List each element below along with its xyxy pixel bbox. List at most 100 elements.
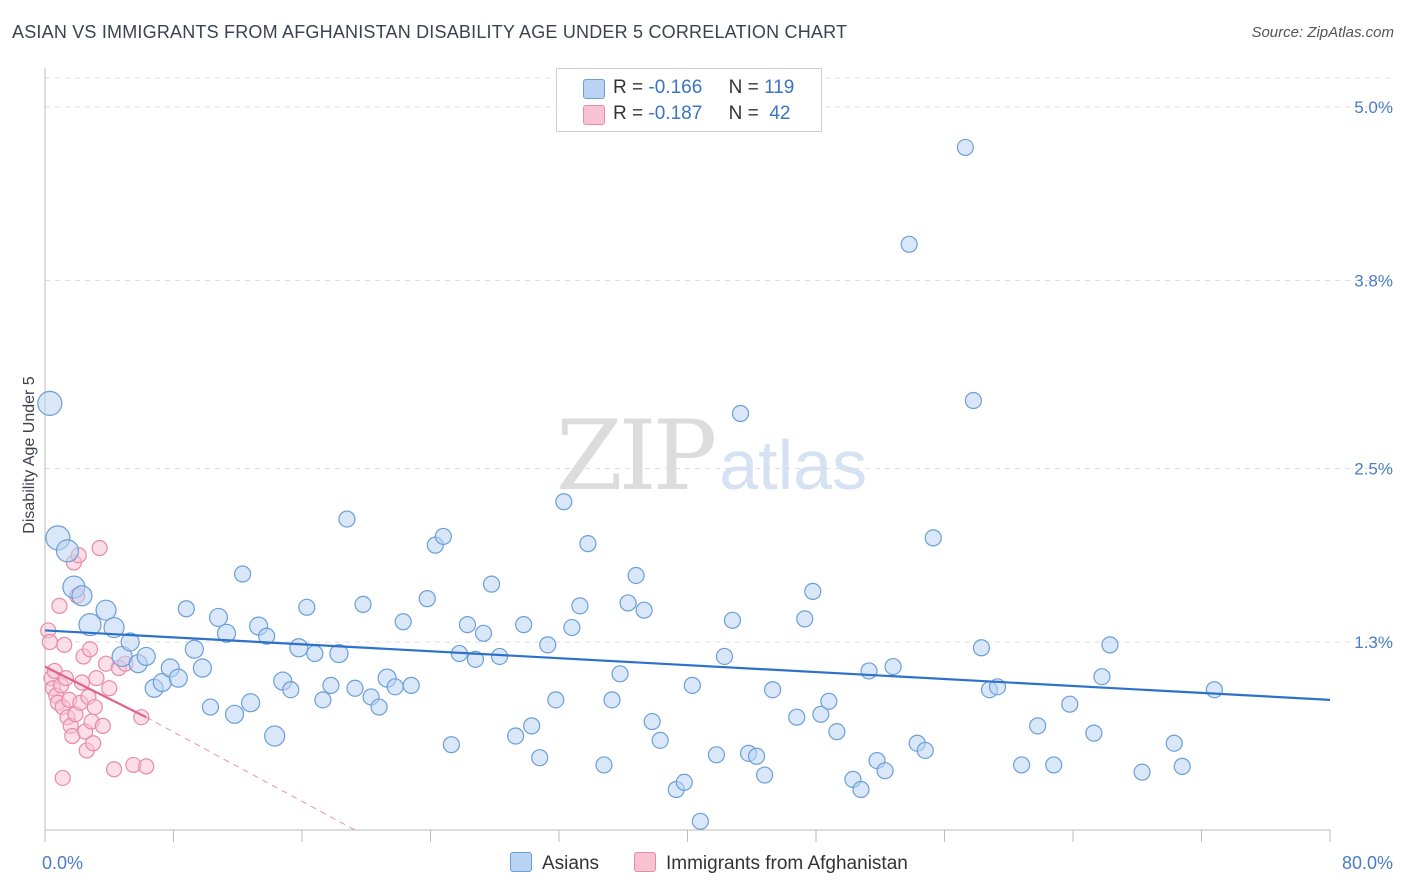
watermark-atlas: atlas <box>719 426 868 504</box>
bottom-legend-label-afghanistan: Immigrants from Afghanistan <box>666 853 908 874</box>
point-asians <box>507 727 525 745</box>
point-asians <box>804 582 822 600</box>
x-tick-label-max: 80.0% <box>1342 853 1393 873</box>
point-asians <box>747 747 766 765</box>
point-asians <box>515 616 533 634</box>
point-asians <box>595 756 613 774</box>
series-asians-points <box>37 138 1223 830</box>
point-asians <box>434 527 452 546</box>
point-asians <box>1085 724 1103 742</box>
point-asians <box>1173 757 1191 775</box>
legend-r-label: R = <box>613 103 644 124</box>
point-asians <box>482 575 501 593</box>
point-asians <box>71 585 93 607</box>
y-tick-label: 3.8% <box>1354 271 1393 290</box>
point-asians <box>1133 763 1151 781</box>
point-afghanistan <box>85 735 102 752</box>
point-asians <box>764 681 782 699</box>
point-asians <box>354 595 372 614</box>
axes <box>44 68 1331 842</box>
chart-title: ASIAN VS IMMIGRANTS FROM AFGHANISTAN DIS… <box>12 22 848 42</box>
point-asians <box>103 616 125 639</box>
point-asians <box>201 698 220 716</box>
y-tick-label: 5.0% <box>1354 98 1393 117</box>
x-tick-label-min: 0.0% <box>42 853 83 873</box>
point-asians <box>828 723 846 741</box>
point-asians <box>571 597 589 615</box>
point-asians <box>651 731 669 749</box>
point-asians <box>1012 756 1031 774</box>
point-asians <box>258 627 276 645</box>
point-asians <box>136 646 156 667</box>
point-asians <box>490 647 509 666</box>
point-asians <box>972 639 991 657</box>
point-asians <box>1045 756 1063 774</box>
point-asians <box>956 138 974 157</box>
point-asians <box>1061 695 1079 713</box>
point-asians <box>916 741 934 760</box>
source-label: Source: ZipAtlas.com <box>1251 24 1394 41</box>
legend-r-label: R = <box>613 77 644 98</box>
point-asians <box>1029 717 1047 735</box>
point-asians <box>579 535 597 553</box>
point-afghanistan <box>81 641 99 658</box>
point-asians <box>1093 668 1111 686</box>
point-asians <box>884 657 902 676</box>
point-asians <box>192 658 213 678</box>
point-asians <box>852 780 870 799</box>
gridlines: 1.3% 2.5% 3.8% 5.0% <box>45 77 1393 652</box>
point-asians <box>394 613 412 631</box>
watermark: ZIPatlas <box>556 400 867 512</box>
point-asians <box>386 678 404 696</box>
point-asians <box>691 812 709 830</box>
point-asians <box>346 679 364 697</box>
y-tick-label: 2.5% <box>1354 459 1393 478</box>
trend-line-asians <box>44 629 1331 701</box>
trend-lines <box>44 629 1331 831</box>
correlation-legend: R = -0.166 N = 119 R = -0.187 N = 42 <box>556 68 822 132</box>
legend-n-label: N = <box>728 77 759 98</box>
point-afghanistan <box>51 597 68 614</box>
point-asians <box>1101 636 1119 654</box>
point-asians <box>168 668 188 688</box>
point-asians <box>731 404 750 423</box>
point-asians <box>675 773 693 791</box>
point-asians <box>120 632 140 652</box>
point-asians <box>282 681 300 699</box>
point-asians <box>216 623 237 643</box>
legend-n-value-afghanistan: 42 <box>769 103 791 124</box>
point-asians <box>314 691 332 709</box>
point-afghanistan <box>94 717 111 734</box>
point-asians <box>755 766 774 784</box>
bottom-legend-afghanistan: Immigrants from Afghanistan <box>634 852 908 875</box>
point-asians <box>184 639 204 659</box>
point-asians <box>370 698 388 716</box>
point-afghanistan <box>54 769 71 787</box>
point-asians <box>635 601 653 619</box>
point-afghanistan <box>101 680 118 697</box>
point-asians <box>555 493 573 511</box>
point-asians <box>964 391 983 410</box>
point-asians <box>627 566 645 585</box>
point-asians <box>603 691 621 709</box>
point-asians <box>812 705 830 723</box>
point-asians <box>95 599 117 621</box>
legend-r-value-asians: -0.166 <box>648 77 703 98</box>
axis-labels: Disability Age Under 5 0.0% 80.0% <box>21 376 1393 873</box>
point-asians <box>723 611 742 629</box>
point-asians <box>715 647 734 666</box>
point-asians <box>208 607 229 628</box>
point-asians <box>547 691 565 709</box>
point-asians <box>338 510 356 528</box>
legend-swatch-asians <box>583 79 605 99</box>
point-afghanistan <box>56 636 73 653</box>
point-asians <box>224 704 245 724</box>
point-asians <box>322 676 340 694</box>
point-asians <box>924 529 942 547</box>
point-asians <box>1165 734 1183 752</box>
point-asians <box>796 610 814 628</box>
point-asians <box>442 736 460 754</box>
point-asians <box>466 650 485 668</box>
legend-r-value-afghanistan: -0.187 <box>648 103 703 124</box>
point-asians <box>523 717 541 735</box>
